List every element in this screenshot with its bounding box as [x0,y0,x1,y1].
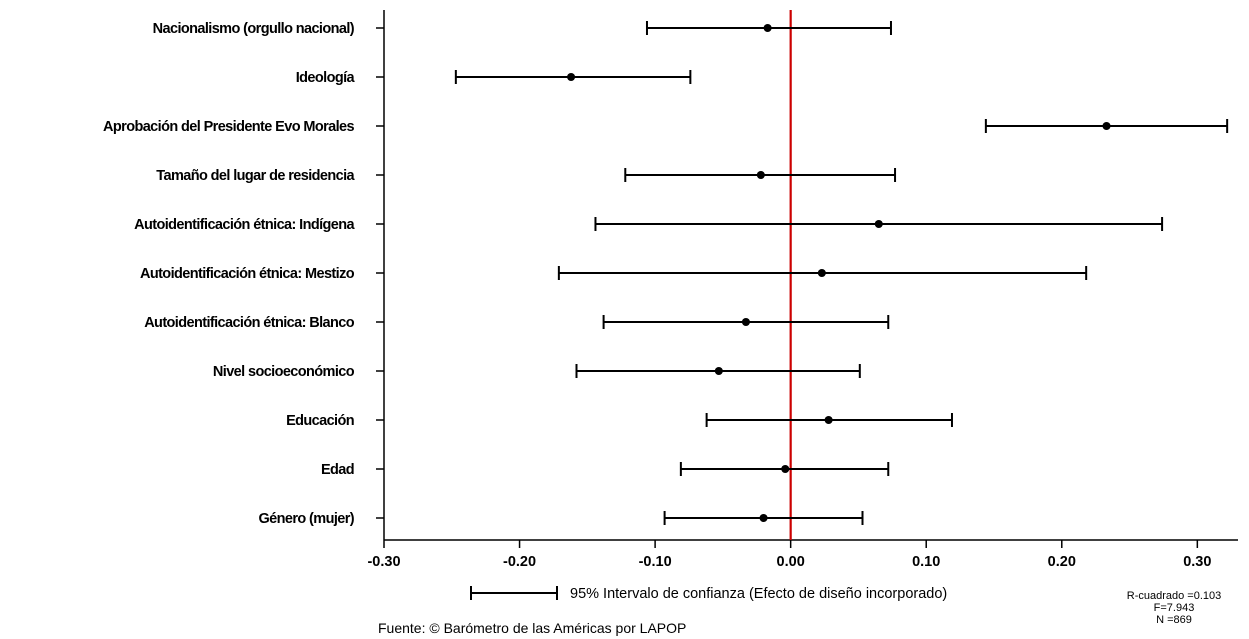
x-tick-label: 0.00 [777,554,805,570]
point-estimate [817,269,826,277]
category-label: Autoidentificación étnica: Blanco [144,315,355,331]
legend: 95% Intervalo de confianza (Efecto de di… [470,586,947,602]
point-estimate [874,220,883,228]
category-label: Autoidentificación étnica: Mestizo [140,266,355,282]
x-tick-label: -0.10 [639,554,672,570]
point-estimate [714,367,723,375]
category-label: Aprobación del Presidente Evo Morales [103,119,354,135]
x-tick-label: 0.20 [1048,554,1076,570]
point-estimate [763,24,772,32]
x-tick-label: -0.20 [503,554,536,570]
category-label: Nacionalismo (orgullo nacional) [153,21,355,37]
point-estimate [741,318,750,326]
point-estimate [756,171,765,179]
confidence-intervals [454,21,1229,525]
model-statistics: R-cuadrado =0.103 F=7.943 N =869 [1127,590,1221,626]
r-squared-label: R-cuadrado =0.103 [1127,590,1221,602]
category-label: Ideología [296,70,356,86]
f-statistic-label: F=7.943 [1154,602,1195,614]
category-label: Autoidentificación étnica: Indígena [134,217,355,233]
point-estimate [781,465,790,473]
sample-size-label: N =869 [1156,614,1192,626]
category-label: Educación [286,413,354,429]
point-estimate [567,73,576,81]
x-tick-label: -0.30 [367,554,400,570]
source-note: Fuente: © Barómetro de las Américas por … [378,620,686,636]
category-label: Edad [321,462,354,478]
category-label: Tamaño del lugar de residencia [156,168,355,184]
point-estimate [824,416,833,424]
point-estimate [759,514,768,522]
x-tick-label: 0.10 [912,554,940,570]
x-tick-label: 0.30 [1183,554,1211,570]
y-axis: Nacionalismo (orgullo nacional) Ideología… [103,10,385,540]
point-estimate [1102,122,1111,130]
legend-label: 95% Intervalo de confianza (Efecto de di… [570,586,947,602]
category-label: Nivel socioeconómico [213,364,355,380]
x-axis: -0.30 -0.20 -0.10 0.00 0.10 0.20 0.30 [367,539,1238,570]
category-label: Género (mujer) [258,511,354,527]
